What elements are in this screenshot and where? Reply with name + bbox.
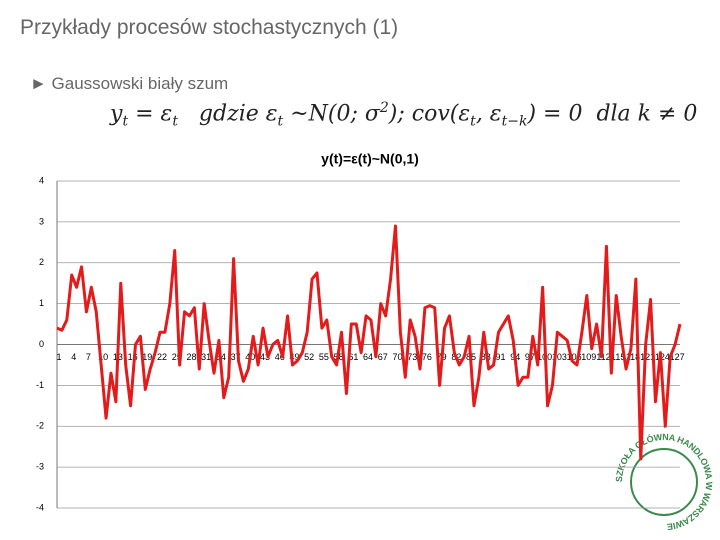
x-tick-label: 112 <box>596 352 610 362</box>
y-tick-label: -1 <box>36 380 44 390</box>
formula-part: ) = 0 dla k ≠ 0 <box>527 101 698 127</box>
x-tick-label: 91 <box>495 352 505 362</box>
x-tick-label: 67 <box>378 352 388 362</box>
x-tick-label: 49 <box>289 352 299 362</box>
x-tick-label: 115 <box>611 352 625 362</box>
x-tick-label: 109 <box>581 352 596 362</box>
x-tick-label: 103 <box>552 352 567 362</box>
x-tick-label: 64 <box>363 352 373 362</box>
x-tick-label: 25 <box>172 352 182 362</box>
y-tick-label: -3 <box>36 462 44 472</box>
x-tick-label: 73 <box>407 352 417 362</box>
x-tick-label: 7 <box>86 352 91 362</box>
y-tick-label: 1 <box>39 298 44 308</box>
x-tick-label: 121 <box>640 352 655 362</box>
chart-title: y(t)=ε(t)~N(0,1) <box>321 151 419 167</box>
x-tick-label: 127 <box>670 352 685 362</box>
x-tick-label: 124 <box>655 352 670 362</box>
x-tick-label: 118 <box>626 352 640 362</box>
x-tick-label: 70 <box>392 352 402 362</box>
bullet: ► Gaussowski biały szum <box>30 74 229 93</box>
x-tick-label: 16 <box>128 352 138 362</box>
y-tick-label: 4 <box>39 175 44 185</box>
x-tick-label: 22 <box>157 352 167 362</box>
formula: yt = εt gdzie εt ~N(0; σ2); cov(εt, εt−k… <box>110 100 697 130</box>
y-tick-label: 2 <box>39 257 44 267</box>
formula-part: y <box>110 101 123 127</box>
formula-part: t <box>172 113 178 130</box>
formula-part: t−k <box>501 113 528 130</box>
x-tick-label: 106 <box>567 352 582 362</box>
formula-part: gdzie ε <box>177 101 278 127</box>
formula-part: = ε <box>128 101 173 127</box>
data-line <box>56 224 682 461</box>
x-tick-label: 10 <box>98 352 108 362</box>
x-tick-label: 52 <box>304 352 314 362</box>
formula-part: t <box>122 113 129 130</box>
y-tick-label: 3 <box>39 216 44 226</box>
x-tick-label: 46 <box>275 352 285 362</box>
slide-title: Przykłady procesów stochastycznych (1) <box>20 16 399 39</box>
x-tick-label: 4 <box>71 352 76 362</box>
x-tick-label: 19 <box>142 352 152 362</box>
x-tick-label: 76 <box>422 352 432 362</box>
x-tick-label: 31 <box>201 352 211 362</box>
formula-part: t <box>277 113 284 130</box>
formula-part: ); cov(ε <box>388 101 471 127</box>
x-tick-label: 43 <box>260 352 270 362</box>
formula-part: t <box>470 113 476 130</box>
formula-part: ~N(0; σ <box>283 101 380 127</box>
y-tick-label: 0 <box>39 339 44 349</box>
x-tick-label: 1 <box>56 352 61 362</box>
formula-part: , ε <box>475 101 502 127</box>
y-tick-label: -4 <box>36 502 44 512</box>
y-tick-label: -2 <box>36 421 44 431</box>
formula-part: 2 <box>379 100 389 116</box>
logo-text: SZKOŁA GŁÓWNA HANDLOWA W WARSZAWIE <box>614 432 714 531</box>
logo-text-path: SZKOŁA GŁÓWNA HANDLOWA W WARSZAWIE <box>614 432 714 531</box>
logo-ring <box>630 448 698 516</box>
x-tick-label: 55 <box>319 352 329 362</box>
x-tick-label: 28 <box>186 352 196 362</box>
x-tick-label: 37 <box>231 352 241 362</box>
x-tick-label: 61 <box>348 352 358 362</box>
